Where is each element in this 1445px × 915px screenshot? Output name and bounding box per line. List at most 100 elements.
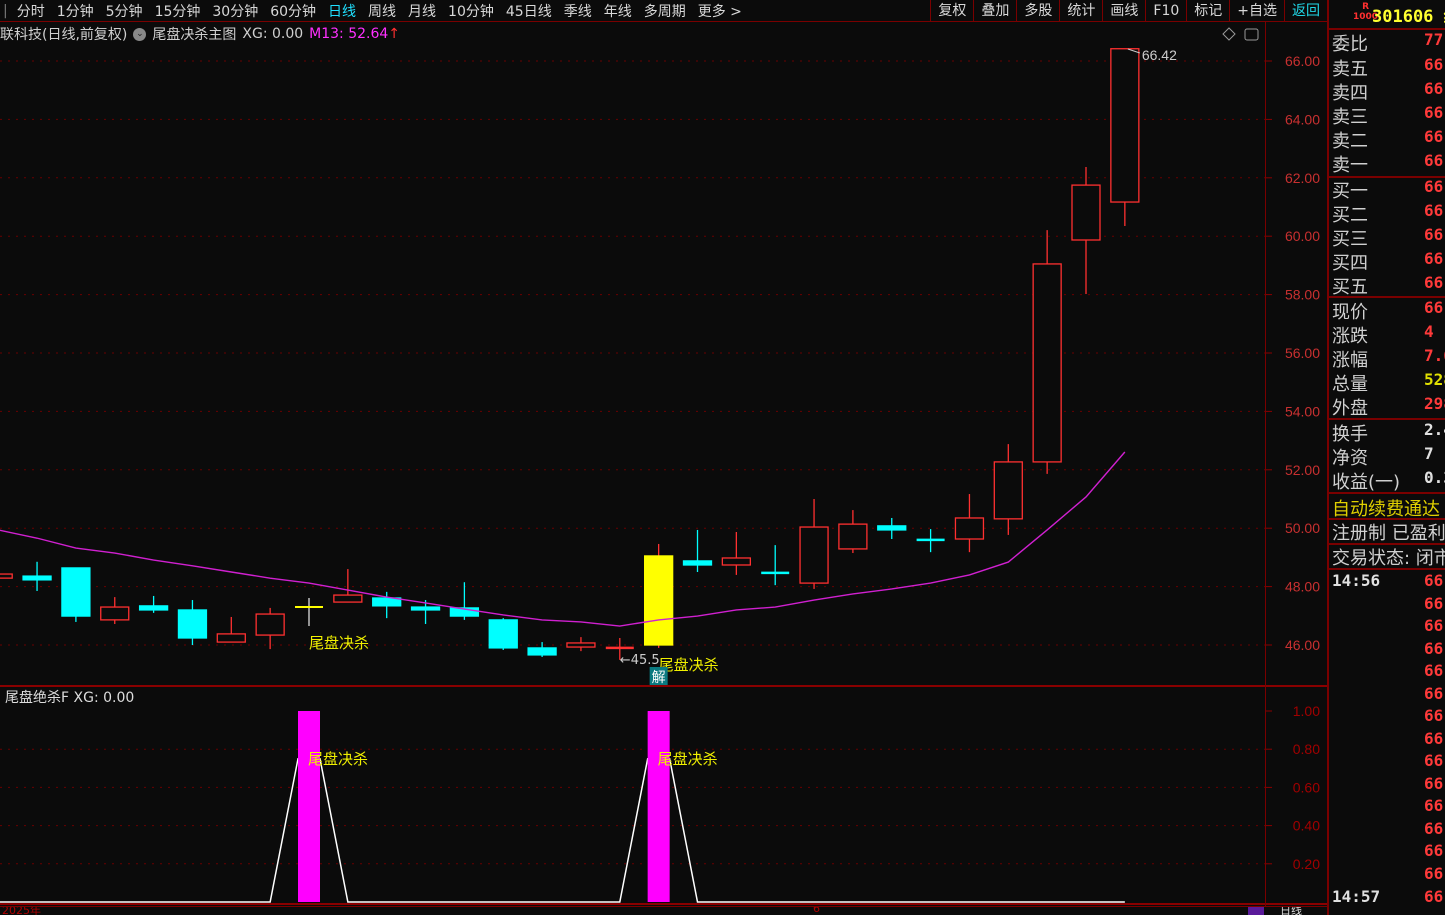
quote-value: 4 — [1424, 322, 1434, 341]
candle — [721, 531, 751, 575]
candle-body — [682, 560, 713, 566]
candle — [255, 607, 285, 650]
tool-button[interactable]: 叠加 — [973, 0, 1016, 22]
panel-toggle-icon[interactable] — [1244, 28, 1259, 41]
formula-name[interactable]: 尾盘决杀主图 — [152, 27, 237, 43]
candle — [954, 494, 985, 553]
candle — [177, 600, 208, 645]
quote-label: 卖三 — [1332, 107, 1368, 128]
candle-body — [100, 606, 130, 621]
quote-value: 66 — [1424, 273, 1444, 292]
toolbar-edge: | — [3, 2, 8, 19]
price-tick-label: 66.00 — [1285, 53, 1320, 69]
axis-separator — [1265, 22, 1266, 906]
quote-value: 0.3 — [1424, 468, 1445, 487]
quote-label: 总量 — [1332, 374, 1368, 395]
indicator-bar — [298, 711, 320, 902]
price-tick-label: 54.00 — [1285, 403, 1320, 419]
price-tick-label: 50.00 — [1285, 520, 1320, 536]
candle-body — [488, 619, 518, 649]
diamond-icon[interactable] — [1222, 27, 1236, 41]
candle-body — [333, 594, 363, 603]
period-tab[interactable]: 日线 — [328, 3, 357, 20]
period-tab[interactable]: 年线 — [603, 3, 632, 20]
quote-row: 买五 66 — [1332, 273, 1445, 298]
r-badge: R 1000 — [1353, 2, 1379, 22]
candle — [682, 529, 713, 572]
quote-label: 买一 — [1332, 181, 1368, 202]
tool-button[interactable]: +自选 — [1229, 0, 1284, 22]
quote-value: 2.4 — [1424, 420, 1445, 439]
tool-button[interactable]: 返回 — [1284, 0, 1327, 22]
candle-body — [1071, 184, 1101, 241]
period-tab[interactable]: 60分钟 — [270, 3, 317, 20]
scroll-handle[interactable] — [1248, 907, 1264, 915]
candle — [644, 543, 674, 648]
tick-price: 66 — [1424, 571, 1444, 590]
quote-label: 委比 — [1332, 34, 1368, 55]
tick-price: 66 — [1424, 683, 1444, 703]
quote-label: 买四 — [1332, 253, 1368, 274]
quote-label: 买三 — [1332, 229, 1368, 250]
candle — [605, 637, 634, 660]
period-tab[interactable]: 30分钟 — [212, 3, 259, 20]
candle-body — [255, 613, 285, 636]
tick-price: 66 — [1424, 751, 1444, 770]
candle — [216, 616, 246, 643]
candle — [1110, 48, 1140, 226]
formula-dropdown-icon[interactable]: ⌄ — [133, 27, 147, 41]
quote-value: 298 — [1424, 394, 1445, 413]
quote-label: 卖四 — [1332, 83, 1368, 104]
tick-price: 66 — [1424, 728, 1444, 748]
quote-row: 净资 7 — [1332, 444, 1445, 469]
quote-value: 66 — [1424, 55, 1444, 74]
candle-body — [372, 597, 402, 607]
tick-price: 66 — [1424, 593, 1444, 613]
tick-price: 66 — [1424, 841, 1444, 860]
high-arrow-icon — [1127, 48, 1141, 54]
quote-row: 卖五 66 — [1332, 55, 1445, 80]
candle-body — [61, 567, 91, 617]
tool-button[interactable]: F10 — [1145, 0, 1186, 22]
quote-label: 现价 — [1332, 302, 1368, 323]
kline-chart[interactable]: 66.00 64.00 62.00 60.00 58.00 56.00 54.00 52.00… — [0, 0, 1327, 906]
period-tab[interactable]: 季线 — [563, 3, 592, 20]
low-price-label: ←45.5 — [620, 653, 660, 668]
price-tick-label: 62.00 — [1285, 170, 1320, 186]
period-tab[interactable]: 多周期 — [643, 3, 686, 20]
candle — [527, 642, 557, 657]
period-tab[interactable]: 分时 — [16, 3, 45, 20]
candle-body — [410, 606, 441, 611]
candle-body — [138, 605, 169, 611]
date-axis: 2025年 6 日线 — [0, 906, 1327, 915]
quote-status: 交易状态: 闭市 — [1332, 548, 1445, 569]
tool-button[interactable]: 多股 — [1016, 0, 1059, 22]
period-tab[interactable]: 1分钟 — [56, 3, 94, 20]
tool-button[interactable]: 复权 — [930, 0, 973, 22]
quote-label: 换手 — [1332, 424, 1368, 445]
period-tab[interactable]: 更多 > — [697, 3, 742, 20]
period-tab[interactable]: 15分钟 — [154, 3, 201, 20]
candle — [372, 591, 402, 619]
period-tab[interactable]: 5分钟 — [105, 3, 143, 20]
up-arrow-icon: ↑ — [388, 26, 401, 42]
period-tab[interactable]: 45日线 — [505, 3, 552, 20]
period-tab[interactable]: 10分钟 — [448, 3, 494, 20]
quote-row: 卖二 66 — [1332, 127, 1445, 152]
period-tab[interactable]: 月线 — [408, 3, 437, 20]
period-tab[interactable]: 周线 — [368, 3, 397, 20]
tool-button[interactable]: 统计 — [1059, 0, 1102, 22]
quote-value: 66 — [1424, 298, 1444, 317]
indicator-tick-label: 0.80 — [1293, 741, 1320, 757]
quote-value: 7 — [1424, 444, 1434, 463]
indicator-signal-label: 尾盘决杀 — [658, 750, 718, 768]
candle-body — [838, 523, 868, 550]
indicator-line — [0, 758, 1125, 903]
tool-button[interactable]: 标记 — [1186, 0, 1229, 22]
tool-button[interactable]: 画线 — [1102, 0, 1145, 22]
tick-time: 14:56 — [1332, 571, 1381, 590]
price-tick-label: 52.00 — [1285, 462, 1320, 478]
quote-label: 涨幅 — [1332, 350, 1368, 371]
